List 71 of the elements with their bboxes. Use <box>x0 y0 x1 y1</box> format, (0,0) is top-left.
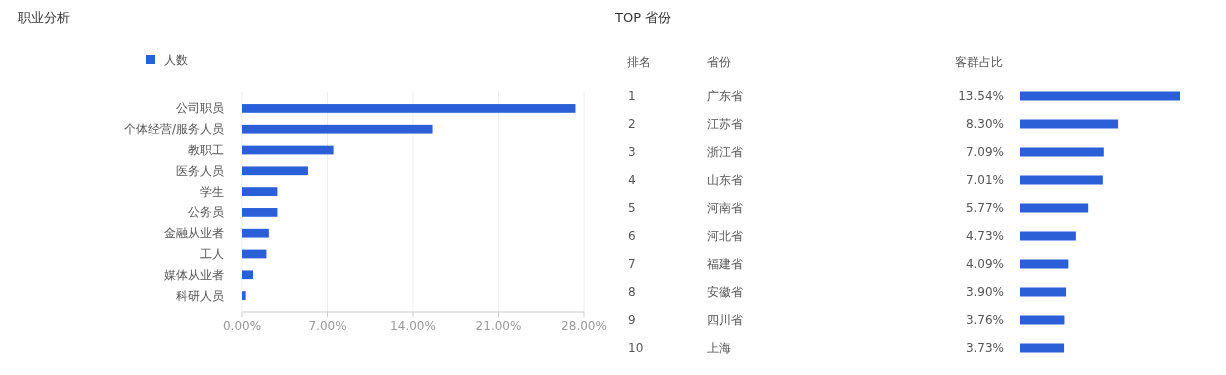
data-label: 7.09% <box>965 145 1004 159</box>
data-label: 3.76% <box>965 313 1004 327</box>
text: 8 <box>628 285 636 299</box>
y-tick-label: 浙江省 <box>707 145 743 159</box>
bar <box>242 249 267 259</box>
bar <box>1020 91 1180 101</box>
text: 排名 <box>627 55 651 69</box>
x-tick-label: 14.00% <box>390 319 436 333</box>
text: 4 <box>628 173 636 187</box>
bar <box>1020 231 1076 241</box>
x-tick-label: 0.00% <box>222 319 262 333</box>
y-tick-label: 金融从业者 <box>164 226 224 241</box>
bar <box>1020 175 1103 185</box>
y-tick-label: 公司职员 <box>176 101 224 116</box>
x-tick-label: 28.00% <box>561 319 607 333</box>
bar <box>1020 287 1067 297</box>
y-tick-label: 山东省 <box>707 173 743 187</box>
y-tick-label: 媒体从业者 <box>164 267 224 282</box>
text: 1 <box>628 89 636 103</box>
bar <box>242 124 433 134</box>
y-tick-label: 福建省 <box>707 257 743 271</box>
bar <box>242 270 253 280</box>
text: 2 <box>628 117 636 131</box>
x-tick-label: 21.00% <box>475 319 522 333</box>
y-tick-label: 安徽省 <box>707 285 743 299</box>
bar <box>242 166 308 176</box>
text: 职业分析 <box>18 10 70 25</box>
bar <box>242 145 334 155</box>
data-label: 5.77% <box>965 201 1004 215</box>
bar <box>242 291 246 300</box>
text: TOP 省份 <box>614 10 672 25</box>
y-tick-label: 公务员 <box>188 205 224 220</box>
y-tick-label: 河南省 <box>707 201 743 215</box>
data-label: 3.73% <box>965 341 1004 355</box>
text: 3 <box>628 145 636 159</box>
bar <box>242 228 269 238</box>
y-tick-label: 四川省 <box>707 313 743 327</box>
text: 7 <box>628 257 636 271</box>
y-tick-label: 江苏省 <box>707 117 743 131</box>
bar <box>242 208 278 217</box>
bar <box>1020 119 1119 129</box>
x-tick-label: 7.00% <box>308 319 347 333</box>
data-label: 13.54% <box>958 89 1004 103</box>
y-tick-label: 河北省 <box>707 229 743 243</box>
y-tick-label: 学生 <box>200 184 224 199</box>
data-label: 8.30% <box>965 117 1004 131</box>
text: 10 <box>628 341 644 355</box>
data-label: 3.90% <box>965 285 1004 299</box>
y-tick-label: 工人 <box>200 246 224 261</box>
x-axis-title: 客群占比 <box>955 55 1003 69</box>
bar <box>242 187 278 196</box>
y-tick-label: 个体经营/服务人员 <box>123 122 224 137</box>
bar <box>1020 203 1089 213</box>
bar <box>1020 259 1069 269</box>
y-axis-title: 省份 <box>707 55 731 69</box>
text: 9 <box>628 313 636 327</box>
bar <box>1020 343 1065 353</box>
bar <box>1020 315 1065 325</box>
data-label: 4.73% <box>965 229 1004 243</box>
text: 5 <box>628 201 636 215</box>
y-tick-label: 医务人员 <box>176 163 224 178</box>
y-tick-label: 广东省 <box>707 89 743 103</box>
y-tick-label: 教职工 <box>188 143 224 158</box>
legend-label: 人数 <box>164 53 188 67</box>
bar <box>242 104 576 113</box>
y-tick-label: 科研人员 <box>176 288 224 303</box>
data-label: 7.01% <box>965 173 1004 187</box>
text: 6 <box>628 229 636 243</box>
y-tick-label: 上海 <box>707 341 731 355</box>
bar <box>1020 147 1104 157</box>
data-label: 4.09% <box>965 257 1004 271</box>
